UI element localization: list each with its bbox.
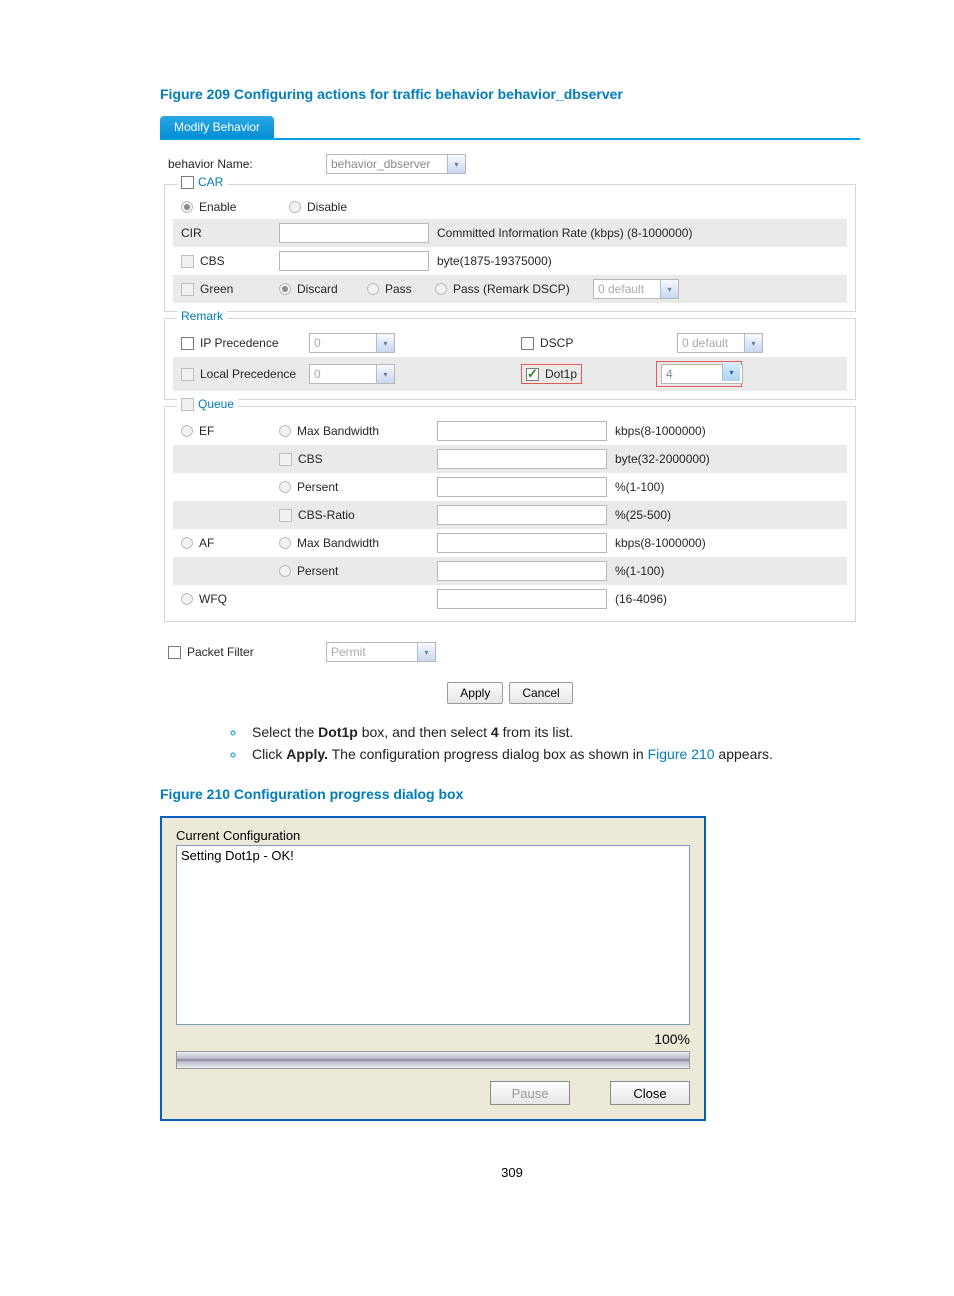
af-persent-input[interactable] (437, 561, 607, 581)
car-enable-label: Enable (199, 200, 236, 214)
car-enable-radio[interactable] (181, 201, 193, 213)
green-label: Green (200, 282, 233, 296)
ef-label: EF (199, 424, 214, 438)
behavior-name-select[interactable] (326, 154, 466, 174)
page-number: 309 (160, 1165, 864, 1180)
cir-hint: Committed Information Rate (kbps) (8-100… (437, 226, 692, 240)
wfq-input[interactable] (437, 589, 607, 609)
apply-button[interactable]: Apply (447, 682, 503, 704)
car-disable-radio[interactable] (289, 201, 301, 213)
progress-bar (176, 1051, 690, 1069)
ipprec-label: IP Precedence (200, 336, 279, 350)
ipprec-checkbox[interactable] (181, 337, 194, 350)
car-legend: CAR (198, 175, 223, 189)
ef-cbsratio-hint: %(25-500) (615, 508, 671, 522)
af-label: AF (199, 536, 214, 550)
green-checkbox[interactable] (181, 283, 194, 296)
wfq-radio[interactable] (181, 593, 193, 605)
remark-fieldset: Remark IP Precedence ▾ DSCP ▾ (164, 318, 856, 400)
modify-behavior-panel: Modify Behavior behavior Name: ▾ CAR Ena… (160, 116, 860, 704)
af-persent-label: Persent (297, 564, 338, 578)
wfq-label: WFQ (199, 592, 227, 606)
green-passremark-radio[interactable] (435, 283, 447, 295)
close-button[interactable]: Close (610, 1081, 690, 1105)
chevron-down-icon: ▾ (744, 334, 762, 352)
ef-cbs-label: CBS (298, 452, 323, 466)
car-checkbox[interactable] (181, 176, 194, 189)
green-passremark-label: Pass (Remark DSCP) (453, 282, 570, 296)
chevron-down-icon: ▾ (660, 280, 678, 298)
af-maxbw-radio[interactable] (279, 537, 291, 549)
ef-cbsratio-input[interactable] (437, 505, 607, 525)
figure-210-link[interactable]: Figure 210 (648, 746, 715, 762)
ef-maxbw-hint: kbps(8-1000000) (615, 424, 706, 438)
ef-cbs-checkbox[interactable] (279, 453, 292, 466)
ef-persent-hint: %(1-100) (615, 480, 664, 494)
packetfilter-label: Packet Filter (187, 645, 254, 659)
green-discard-label: Discard (297, 282, 338, 296)
remark-legend: Remark (181, 309, 223, 323)
queue-legend: Queue (198, 397, 234, 411)
queue-checkbox[interactable] (181, 398, 194, 411)
ef-cbs-input[interactable] (437, 449, 607, 469)
dot1p-checkbox[interactable] (526, 368, 539, 381)
ef-maxbw-radio[interactable] (279, 425, 291, 437)
green-pass-radio[interactable] (367, 283, 379, 295)
dot1p-highlight: Dot1p (521, 364, 582, 384)
progress-dialog: Current Configuration Setting Dot1p - OK… (160, 816, 706, 1121)
green-pass-label: Pass (385, 282, 412, 296)
dscp-checkbox[interactable] (521, 337, 534, 350)
localprec-checkbox[interactable] (181, 368, 194, 381)
chevron-down-icon: ▾ (417, 643, 435, 661)
af-maxbw-input[interactable] (437, 533, 607, 553)
cbs-label: CBS (200, 254, 225, 268)
queue-fieldset: Queue EF Max Bandwidth kbps(8-1000000) C… (164, 406, 856, 622)
chevron-down-icon[interactable]: ▾ (722, 363, 740, 381)
af-persent-radio[interactable] (279, 565, 291, 577)
figure-209-title: Figure 209 Configuring actions for traff… (160, 86, 864, 102)
chevron-down-icon: ▾ (376, 365, 394, 383)
chevron-down-icon: ▾ (447, 155, 465, 173)
af-maxbw-label: Max Bandwidth (297, 536, 379, 550)
chevron-down-icon: ▾ (376, 334, 394, 352)
ef-cbsratio-checkbox[interactable] (279, 509, 292, 522)
dscp-label: DSCP (540, 336, 573, 350)
figure-210-title: Figure 210 Configuration progress dialog… (160, 786, 864, 802)
cir-input[interactable] (279, 223, 429, 243)
packetfilter-checkbox[interactable] (168, 646, 181, 659)
ef-persent-radio[interactable] (279, 481, 291, 493)
green-discard-radio[interactable] (279, 283, 291, 295)
cir-label: CIR (181, 226, 271, 240)
ef-persent-label: Persent (297, 480, 338, 494)
cbs-checkbox[interactable] (181, 255, 194, 268)
ef-maxbw-label: Max Bandwidth (297, 424, 379, 438)
instruction-2: Click Apply. The configuration progress … (246, 746, 864, 762)
localprec-label: Local Precedence (200, 367, 296, 381)
ef-cbs-hint: byte(32-2000000) (615, 452, 710, 466)
af-persent-hint: %(1-100) (615, 564, 664, 578)
pause-button: Pause (490, 1081, 570, 1105)
dot1p-label: Dot1p (545, 367, 577, 381)
wfq-hint: (16-4096) (615, 592, 667, 606)
tab-modify-behavior[interactable]: Modify Behavior (160, 116, 274, 138)
dot1p-select-highlight: ▾ (656, 361, 742, 387)
car-disable-label: Disable (307, 200, 347, 214)
dialog-status-text: Setting Dot1p - OK! (181, 848, 294, 863)
ef-radio[interactable] (181, 425, 193, 437)
ef-cbsratio-label: CBS-Ratio (298, 508, 355, 522)
cbs-hint: byte(1875-19375000) (437, 254, 552, 268)
instruction-1: Select the Dot1p box, and then select 4 … (246, 724, 864, 740)
car-fieldset: CAR Enable Disable CIR Committed Informa… (164, 184, 856, 312)
af-radio[interactable] (181, 537, 193, 549)
af-maxbw-hint: kbps(8-1000000) (615, 536, 706, 550)
behavior-name-label: behavior Name: (168, 157, 318, 171)
ef-maxbw-input[interactable] (437, 421, 607, 441)
dialog-percent: 100% (176, 1031, 690, 1047)
dialog-status-area: Setting Dot1p - OK! (176, 845, 690, 1025)
dialog-heading: Current Configuration (176, 828, 690, 843)
tab-bar: Modify Behavior (160, 116, 860, 140)
cancel-button[interactable]: Cancel (509, 682, 572, 704)
ef-persent-input[interactable] (437, 477, 607, 497)
cbs-input[interactable] (279, 251, 429, 271)
